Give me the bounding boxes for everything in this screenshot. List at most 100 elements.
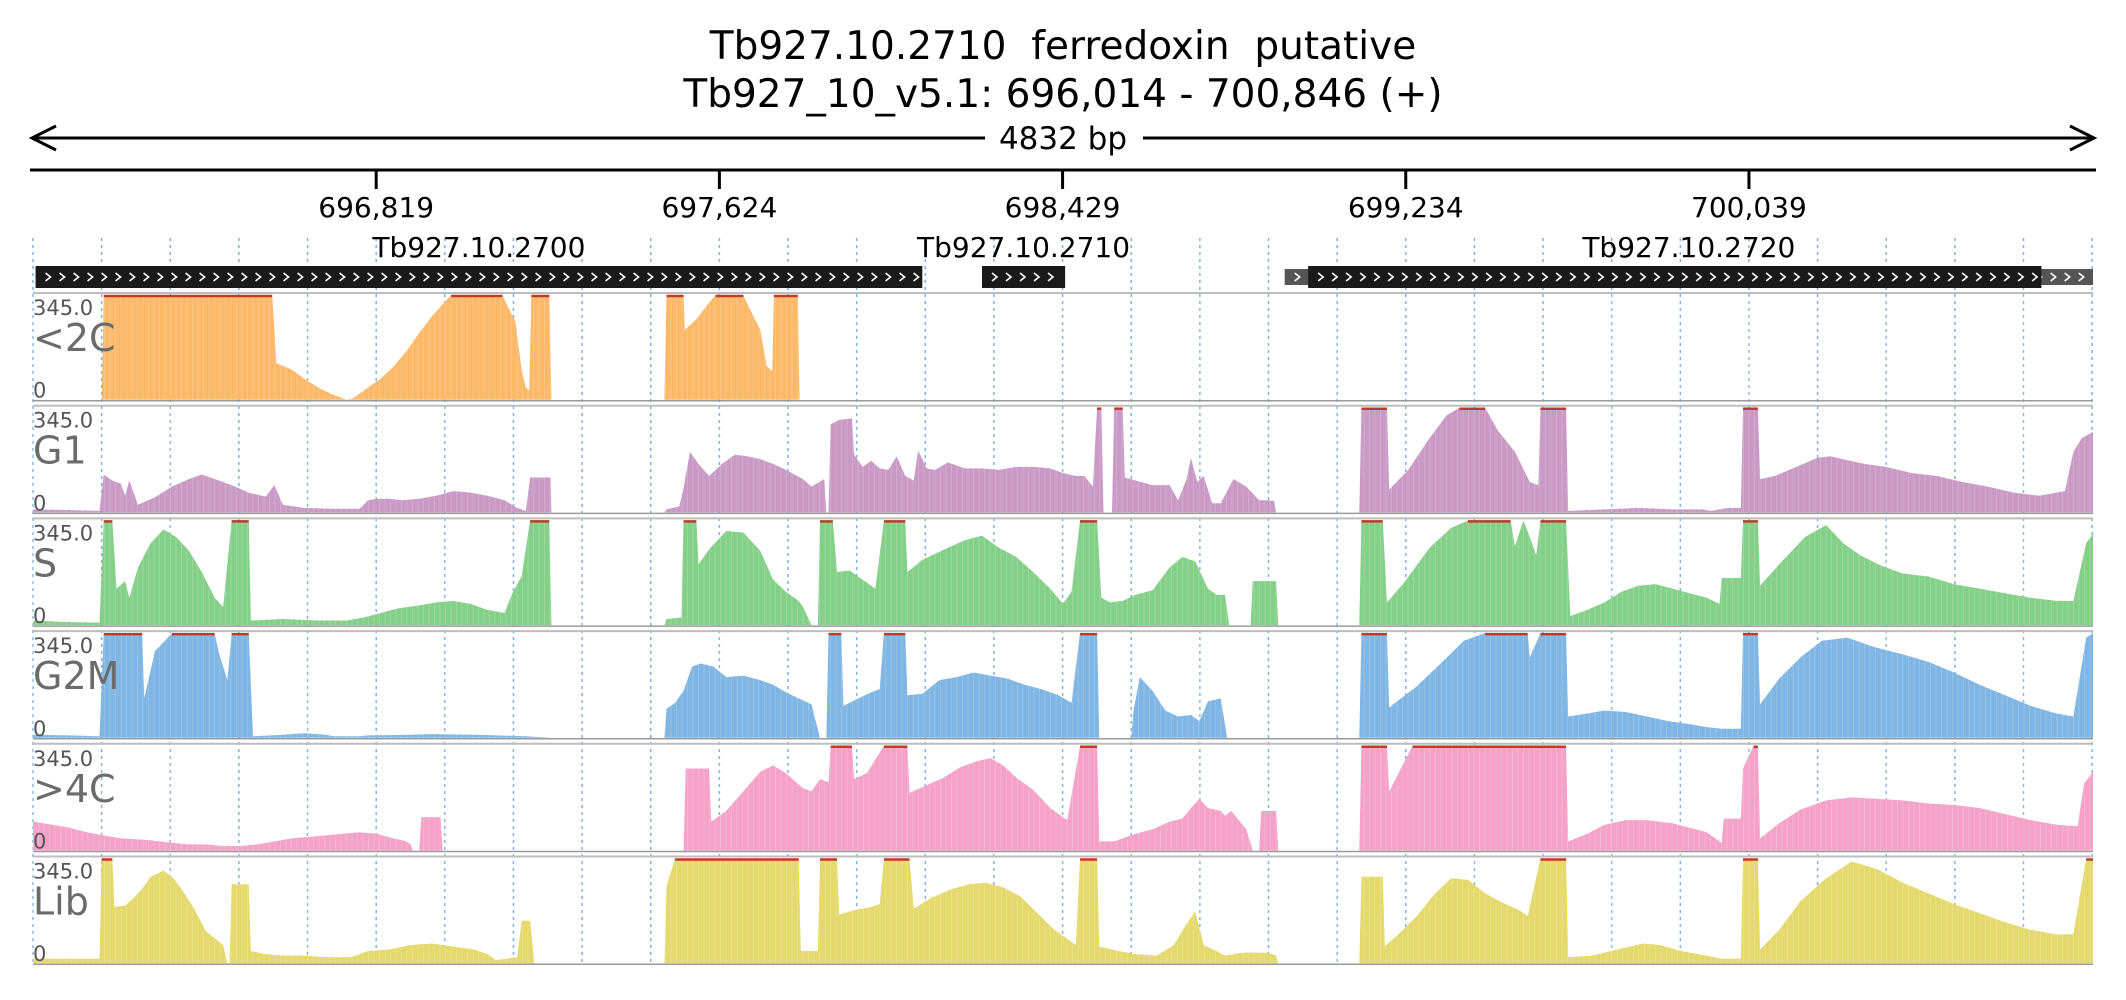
strand-arrow-icon (297, 272, 304, 282)
span-arrow (28, 124, 2098, 152)
strand-arrow-icon (1709, 272, 1717, 282)
strand-arrow-icon (1891, 272, 1899, 282)
strand-arrow-icon (815, 272, 822, 282)
track-ymin-label: 0 (33, 942, 46, 966)
gene-label-tb927-10-2720: Tb927.10.2720 (1581, 231, 1795, 264)
strand-arrow-icon (1807, 272, 1815, 282)
strand-arrow-icon (283, 272, 290, 282)
track-ymax-label: 345.0 (33, 634, 93, 658)
ruler-tick-label: 697,624 (661, 191, 777, 224)
gene-label-tb927-10-2710: Tb927.10.2710 (916, 231, 1130, 264)
coverage-area-s (33, 520, 2093, 626)
strand-arrow-icon (227, 272, 234, 282)
strand-arrow-icon (773, 272, 780, 282)
strand-arrow-icon (829, 272, 836, 282)
ruler-tick-label: 698,429 (1005, 191, 1121, 224)
track-name-g2m: G2M (33, 654, 119, 698)
locus-coordinates: Tb927_10_v5.1: 696,014 - 700,846 (+) (682, 72, 1442, 117)
gene-annotation-track: Tb927.10.2700 Tb927.10.2710 Tb927.10.2720 (35, 231, 2093, 288)
strand-arrow-icon (1443, 272, 1451, 282)
track-ymin-label: 0 (33, 717, 46, 741)
strand-arrow-icon (1905, 272, 1913, 282)
strand-arrow-icon (1331, 272, 1339, 282)
strand-arrow-icon (675, 272, 682, 282)
strand-arrow-icon (991, 272, 999, 282)
strand-arrow-icon (1877, 272, 1885, 282)
strand-arrow-icon (73, 272, 80, 282)
strand-arrow-icon (129, 272, 136, 282)
strand-arrow-icon (1429, 272, 1437, 282)
strand-arrow-icon (353, 272, 360, 282)
strand-arrow-icon (1975, 272, 1983, 282)
strand-arrow-icon (801, 272, 808, 282)
coverage-area-g1 (33, 407, 2093, 513)
strand-arrow-icon (619, 272, 626, 282)
strand-arrow-icon (1835, 272, 1843, 282)
strand-arrow-icon (661, 272, 668, 282)
strand-arrow-icon (381, 272, 388, 282)
ruler-tick-label: 696,819 (318, 191, 434, 224)
strand-arrow-icon (1653, 272, 1661, 282)
strand-arrow-icon (1047, 272, 1055, 282)
strand-arrow-icon (1499, 272, 1507, 282)
strand-arrow-icon (2050, 272, 2057, 282)
coverage-area-lt-2c (33, 295, 2093, 400)
strand-arrow-icon (689, 272, 696, 282)
strand-arrow-icon (1317, 272, 1325, 282)
coverage-area-gt-4c (33, 745, 2093, 851)
strand-arrow-icon (521, 272, 528, 282)
strand-arrow-icon (437, 272, 444, 282)
strand-arrow-icon (171, 272, 178, 282)
track-name-s: S (33, 541, 57, 585)
strand-arrow-icon (451, 272, 458, 282)
strand-arrow-icon (1779, 272, 1787, 282)
strand-arrow-icon (1933, 272, 1941, 282)
track-ymin-label: 0 (33, 491, 46, 515)
strand-arrow-icon (1681, 272, 1689, 282)
strand-arrow-icon (1345, 272, 1353, 282)
strand-arrow-icon (787, 272, 794, 282)
track-name-lt-2c: <2C (33, 316, 116, 360)
strand-arrow-icon (311, 272, 318, 282)
track-name-gt-4c: >4C (33, 767, 116, 811)
strand-arrow-icon (1821, 272, 1829, 282)
strand-arrow-icon (1033, 272, 1041, 282)
strand-arrow-icon (885, 272, 892, 282)
strand-arrow-icon (87, 272, 94, 282)
strand-arrow-icon (549, 272, 556, 282)
strand-arrow-icon (1569, 272, 1577, 282)
strand-arrow-icon (255, 272, 262, 282)
strand-arrow-icon (423, 272, 430, 282)
strand-arrow-icon (339, 272, 346, 282)
strand-arrow-icon (717, 272, 724, 282)
track-lt-2c: 345.0 0 <2C (32, 292, 2093, 403)
strand-arrow-icon (1597, 272, 1605, 282)
strand-arrow-icon (731, 272, 738, 282)
strand-arrow-icon (409, 272, 416, 282)
strand-arrow-icon (1527, 272, 1535, 282)
strand-arrow-icon (493, 272, 500, 282)
strand-arrow-icon (703, 272, 710, 282)
strand-arrow-icon (913, 272, 920, 282)
strand-arrow-icon (479, 272, 486, 282)
arrowhead-left-icon (28, 124, 57, 152)
strand-arrow-icon (157, 272, 164, 282)
track-ymin-label: 0 (33, 379, 46, 403)
strand-arrow-icon (605, 272, 612, 282)
strand-arrow-icon (241, 272, 248, 282)
strand-arrow-icon (213, 272, 220, 282)
track-ymax-label: 345.0 (33, 860, 93, 884)
strand-arrow-icon (857, 272, 864, 282)
strand-arrow-icon (1723, 272, 1731, 282)
strand-arrow-icon (1541, 272, 1549, 282)
strand-arrow-icon (871, 272, 878, 282)
strand-arrow-icon (745, 272, 752, 282)
track-ymax-label: 345.0 (33, 747, 93, 771)
strand-arrow-icon (1457, 272, 1465, 282)
gene-label-tb927-10-2700: Tb927.10.2700 (371, 231, 585, 264)
strand-arrow-icon (2017, 272, 2025, 282)
coverage-area-lib (33, 858, 2093, 964)
strand-arrow-icon (843, 272, 850, 282)
arrowhead-right-icon (2069, 124, 2098, 152)
